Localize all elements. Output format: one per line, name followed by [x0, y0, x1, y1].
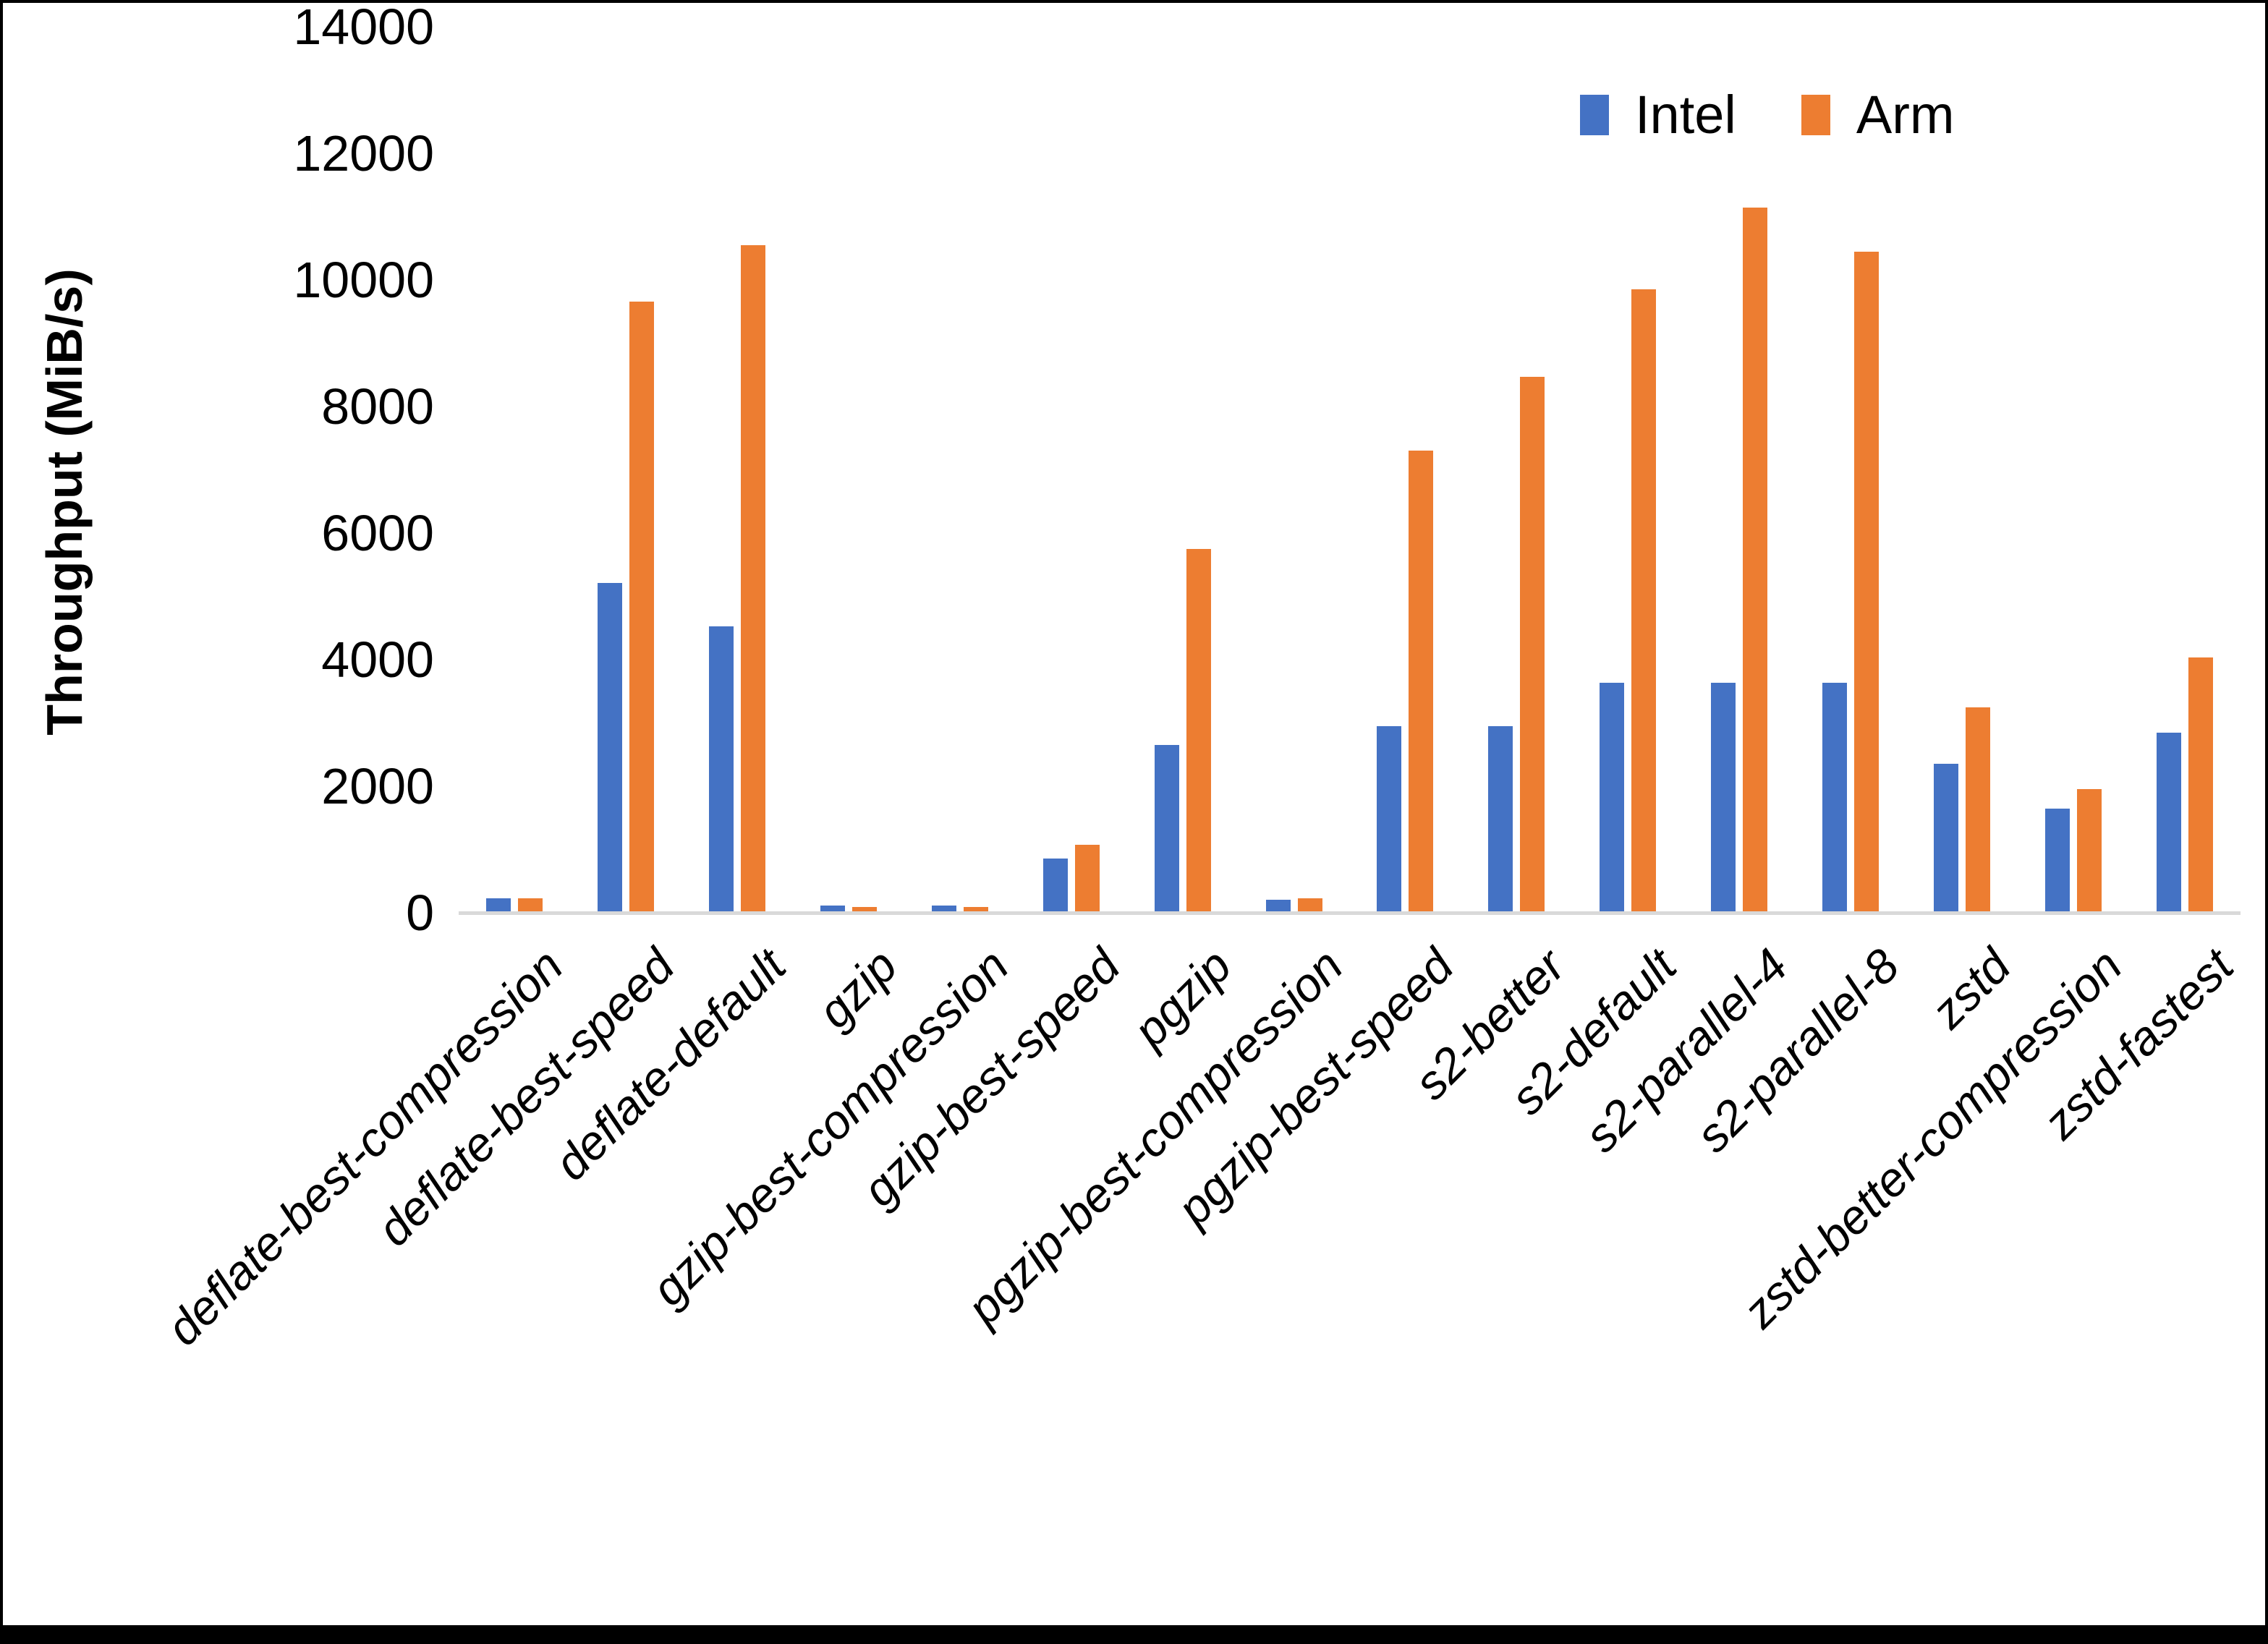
- legend-item-intel: Intel: [1580, 88, 1736, 142]
- legend-label-arm: Arm: [1856, 85, 1955, 145]
- legend: Intel Arm: [1580, 88, 1955, 142]
- bar-arm-zstd: [1966, 707, 1990, 913]
- bar-arm-gzip: [852, 907, 877, 913]
- bar-arm-gzip-best-speed: [1075, 845, 1100, 913]
- bar-arm-zstd-better-compression: [2077, 789, 2102, 913]
- y-tick-12000: 12000: [293, 125, 434, 182]
- bar-intel-zstd-better-compression: [2045, 809, 2070, 913]
- bar-arm-s2-default: [1631, 289, 1656, 913]
- bar-arm-s2-better: [1520, 377, 1545, 913]
- bar-arm-deflate-best-speed: [629, 302, 654, 913]
- bar-intel-gzip-best-speed: [1043, 859, 1068, 913]
- bar-intel-zstd-fastest: [2157, 733, 2181, 913]
- legend-label-intel: Intel: [1635, 85, 1736, 145]
- bar-arm-zstd-fastest: [2188, 657, 2213, 913]
- bar-arm-pgzip-best-compression: [1298, 898, 1322, 913]
- bar-intel-s2-better: [1488, 726, 1513, 913]
- bar-arm-pgzip-best-speed: [1409, 451, 1433, 913]
- bar-intel-pgzip-best-speed: [1377, 726, 1401, 913]
- bar-intel-deflate-best-compression: [486, 898, 511, 913]
- y-tick-14000: 14000: [293, 0, 434, 55]
- bar-intel-deflate-best-speed: [598, 583, 622, 913]
- y-tick-6000: 6000: [321, 505, 434, 561]
- bar-intel-gzip: [820, 906, 845, 913]
- bar-intel-s2-default: [1600, 683, 1624, 913]
- y-tick-4000: 4000: [321, 631, 434, 688]
- bar-intel-zstd: [1934, 764, 1958, 913]
- bar-intel-pgzip-best-compression: [1266, 900, 1291, 913]
- bar-arm-deflate-default: [741, 245, 765, 913]
- x-axis-line: [459, 911, 2241, 915]
- bar-arm-s2-parallel-4: [1743, 208, 1767, 913]
- bar-intel-gzip-best-compression: [932, 906, 956, 913]
- bar-intel-s2-parallel-8: [1822, 683, 1847, 913]
- legend-swatch-arm: [1801, 95, 1830, 135]
- bottom-black-bar: [3, 1625, 2265, 1641]
- bar-intel-pgzip: [1155, 745, 1179, 913]
- legend-item-arm: Arm: [1801, 88, 1955, 142]
- y-tick-0: 0: [406, 885, 434, 941]
- bar-intel-deflate-default: [709, 626, 734, 913]
- y-tick-8000: 8000: [321, 378, 434, 435]
- bar-arm-pgzip: [1186, 549, 1211, 913]
- bar-arm-gzip-best-compression: [964, 907, 988, 913]
- y-tick-2000: 2000: [321, 758, 434, 814]
- bar-arm-deflate-best-compression: [518, 898, 543, 913]
- bar-arm-s2-parallel-8: [1854, 252, 1879, 913]
- y-tick-10000: 10000: [293, 252, 434, 308]
- bar-intel-s2-parallel-4: [1711, 683, 1736, 913]
- legend-swatch-intel: [1580, 95, 1609, 135]
